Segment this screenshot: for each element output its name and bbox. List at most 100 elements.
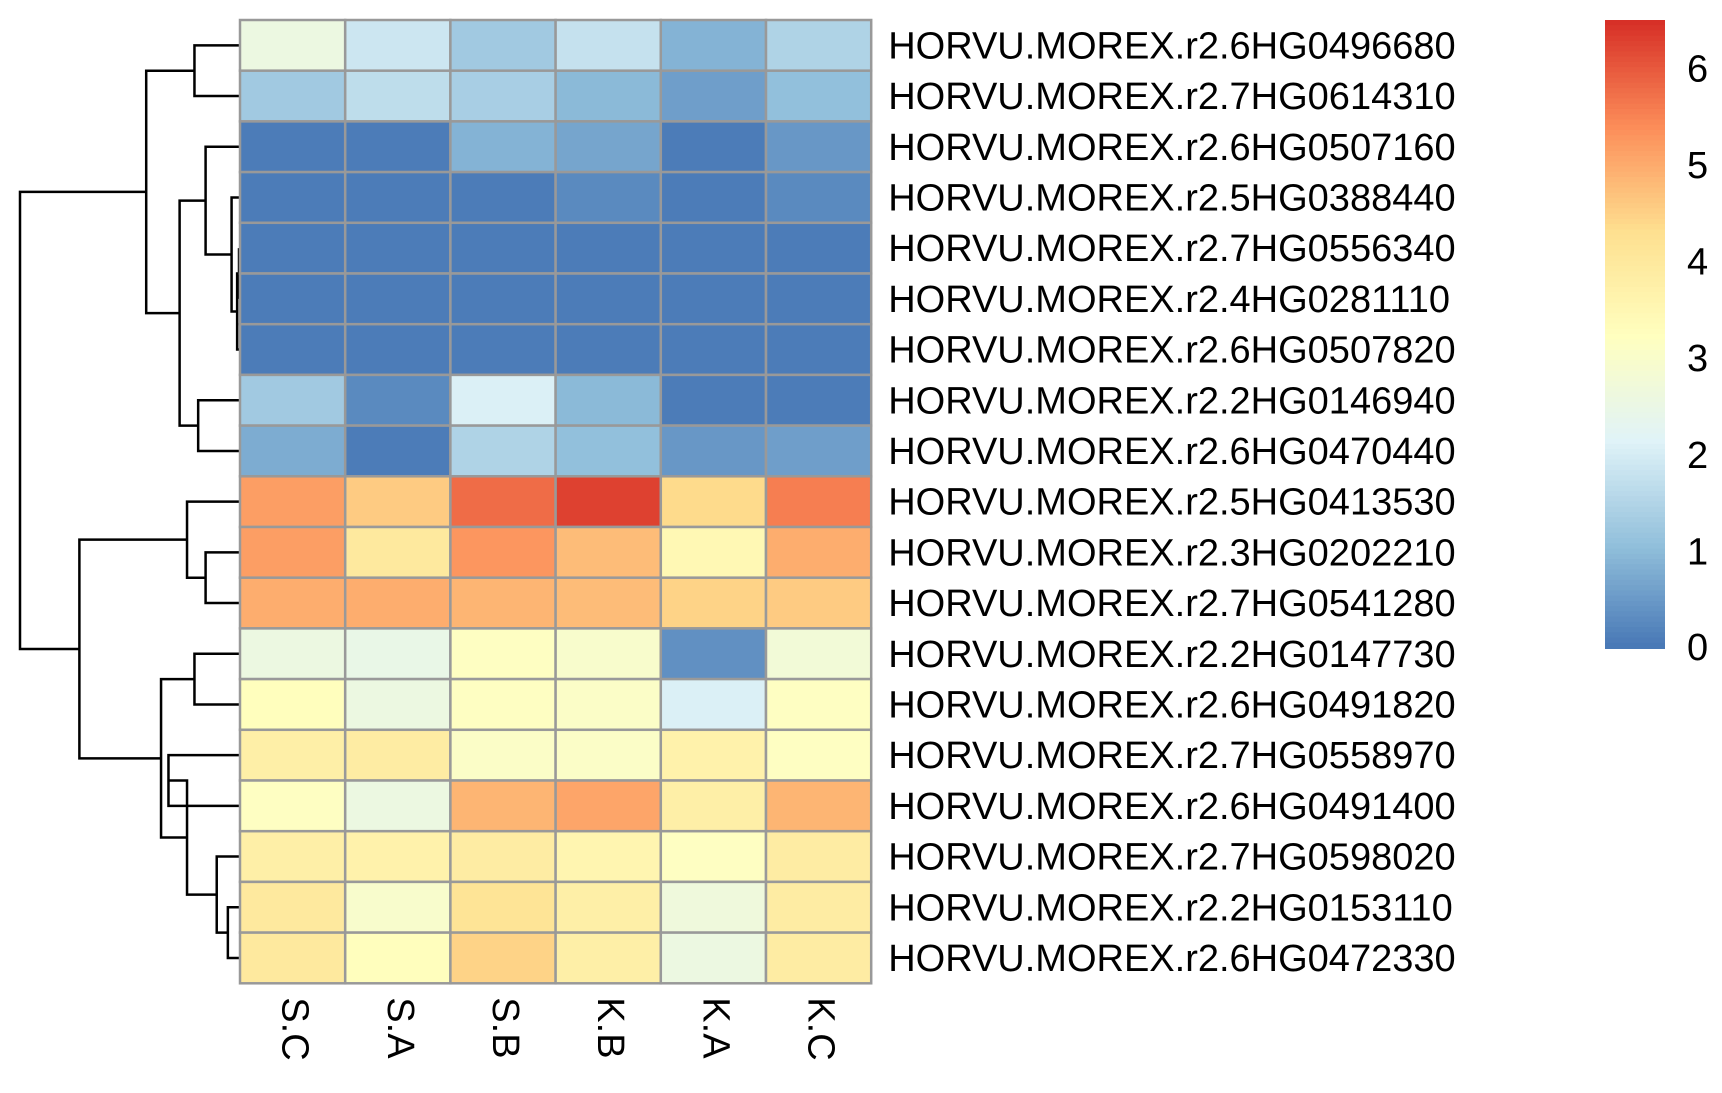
- legend-color-segment: [1605, 491, 1665, 498]
- column-label: S.C: [274, 997, 316, 1060]
- legend-color-segment: [1605, 579, 1665, 587]
- heatmap-cell: [449, 576, 557, 630]
- legend-color-segment: [1605, 381, 1665, 388]
- heatmap-cell: [238, 221, 347, 275]
- legend-color-segment: [1605, 313, 1665, 320]
- heatmap-cell: [449, 525, 557, 579]
- heatmap-cell: [554, 18, 663, 72]
- heatmap-cell: [449, 880, 557, 934]
- heatmap-cell: [659, 424, 768, 478]
- legend-color-segment: [1605, 574, 1665, 581]
- legend-color-segment: [1605, 46, 1665, 53]
- heatmap-cell: [343, 69, 452, 123]
- legend-color-segment: [1605, 245, 1665, 252]
- legend-color-segment: [1605, 161, 1665, 168]
- heatmap-cell: [449, 322, 557, 377]
- heatmap-cell: [554, 424, 663, 478]
- legend-color-segment: [1605, 590, 1665, 597]
- heatmap-cell: [343, 272, 452, 326]
- heatmap-cell: [449, 373, 557, 427]
- legend-color-segment: [1605, 234, 1665, 241]
- legend-color-segment: [1605, 501, 1665, 508]
- heatmap-cell: [764, 120, 873, 174]
- heatmap-cell: [238, 475, 347, 529]
- legend-color-segment: [1605, 265, 1665, 273]
- legend-color-segment: [1605, 250, 1665, 257]
- legend-color-segment: [1605, 218, 1665, 226]
- heatmap-cell: [764, 576, 873, 630]
- legend-color-segment: [1605, 627, 1665, 634]
- heatmap-cell: [238, 779, 347, 833]
- heatmap-cell: [449, 677, 557, 732]
- legend-color-segment: [1605, 213, 1665, 220]
- heatmap-cell: [764, 272, 873, 326]
- legend-color-segment: [1605, 349, 1665, 356]
- heatmap-cell: [343, 829, 452, 884]
- heatmap-cell: [659, 677, 768, 732]
- legend-color-segment: [1605, 438, 1665, 445]
- heatmap-cell: [554, 120, 663, 174]
- row-label: HORVU.MOREX.r2.2HG0146940: [888, 380, 1455, 422]
- legend-color-segment: [1605, 517, 1665, 524]
- heatmap-cell: [554, 728, 663, 782]
- legend-color-segment: [1605, 255, 1665, 262]
- legend-color-segment: [1605, 611, 1665, 618]
- heatmap-cell: [764, 525, 873, 579]
- legend-color-segment: [1605, 93, 1665, 100]
- legend-color-segment: [1605, 407, 1665, 414]
- legend-color-segment: [1605, 564, 1665, 571]
- heatmap-cell: [449, 120, 557, 174]
- heatmap-cell: [343, 880, 452, 934]
- legend-color-segment: [1605, 192, 1665, 199]
- legend-color-segment: [1605, 103, 1665, 110]
- heatmap-cell: [238, 322, 347, 377]
- heatmap-cell: [659, 728, 768, 782]
- heatmap-cell: [764, 931, 873, 985]
- heatmap-cell: [764, 728, 873, 782]
- heatmap-cell: [764, 424, 873, 478]
- heatmap-cell: [659, 221, 768, 275]
- heatmap-cell: [343, 627, 452, 681]
- legend-color-segment: [1605, 344, 1665, 351]
- legend-color-segment: [1605, 156, 1665, 163]
- legend-color-segment: [1605, 323, 1665, 330]
- heatmap-cell: [449, 728, 557, 782]
- heatmap-cell: [659, 779, 768, 833]
- legend-color-segment: [1605, 302, 1665, 309]
- legend-color-segment: [1605, 543, 1665, 550]
- legend-color-segment: [1605, 538, 1665, 545]
- legend-color-segment: [1605, 61, 1665, 69]
- heatmap-cell: [554, 69, 663, 123]
- legend-color-segment: [1605, 616, 1665, 623]
- heatmap-cell: [659, 627, 768, 681]
- legend-color-segment: [1605, 140, 1665, 147]
- heatmap-cell: [764, 627, 873, 681]
- heatmap-cell: [449, 779, 557, 833]
- heatmap-cell: [554, 322, 663, 377]
- heatmap-cell: [449, 475, 557, 529]
- heatmap-cell: [343, 931, 452, 985]
- legend-color-segment: [1605, 114, 1665, 121]
- row-label: HORVU.MOREX.r2.6HG0496680: [888, 25, 1455, 67]
- heatmap-cell: [449, 931, 557, 985]
- legend-color-segment: [1605, 239, 1665, 247]
- heatmap-cell: [343, 221, 452, 275]
- heatmap-cell: [764, 880, 873, 934]
- legend-color-segment: [1605, 334, 1665, 341]
- legend-color-segment: [1605, 145, 1665, 152]
- legend-color-segment: [1605, 454, 1665, 461]
- legend-color-segment: [1605, 532, 1665, 540]
- legend-color-segment: [1605, 365, 1665, 372]
- dendrogram-branch: [215, 855, 239, 934]
- heatmap-cell: [764, 779, 873, 833]
- column-label: K.A: [694, 997, 736, 1059]
- heatmap-cell: [238, 170, 347, 225]
- heatmap-cell: [554, 779, 663, 833]
- heatmap-cell: [238, 880, 347, 934]
- row-label: HORVU.MOREX.r2.6HG0491820: [888, 684, 1455, 726]
- dendrogram-branch: [193, 44, 239, 98]
- heatmap-cell: [343, 170, 452, 225]
- heatmap-cell: [449, 627, 557, 681]
- legend-color-segment: [1605, 25, 1665, 32]
